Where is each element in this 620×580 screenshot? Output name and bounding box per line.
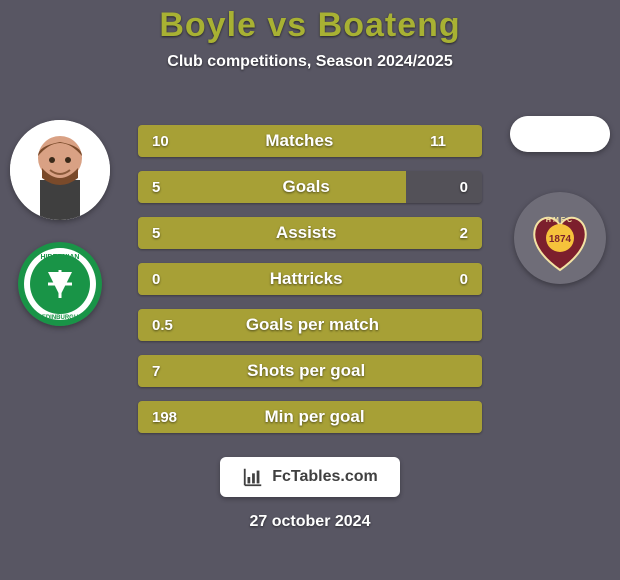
stat-left-value: 5 <box>152 179 160 196</box>
svg-text:HMFC: HMFC <box>546 217 574 224</box>
stat-label: Assists <box>276 223 336 243</box>
stat-label: Hattricks <box>270 269 343 289</box>
stat-bar: 0.5 Goals per match <box>138 309 482 341</box>
stat-bar: 0 Hattricks 0 <box>138 263 482 295</box>
stat-bar: 10 Matches 11 <box>138 125 482 157</box>
stat-left-value: 0 <box>152 271 160 288</box>
heart-crest-icon: 1874 HMFC <box>514 192 606 284</box>
svg-text:EDINBURGH: EDINBURGH <box>42 315 78 321</box>
stat-bar: 5 Goals 0 <box>138 171 482 203</box>
left-column: HIBERNIAN EDINBURGH <box>10 120 110 326</box>
stat-bar: 198 Min per goal <box>138 401 482 433</box>
stat-label: Matches <box>265 131 333 151</box>
stat-bar: 5 Assists 2 <box>138 217 482 249</box>
stat-label: Goals per match <box>246 315 379 335</box>
stat-left-value: 5 <box>152 225 160 242</box>
stat-label: Goals <box>283 177 330 197</box>
stat-right-value: 0 <box>452 179 468 196</box>
stat-label: Min per goal <box>264 407 364 427</box>
right-column: 1874 HMFC <box>510 116 610 326</box>
svg-text:HIBERNIAN: HIBERNIAN <box>41 254 80 261</box>
player-avatar-right <box>510 116 610 152</box>
shield-icon: HIBERNIAN EDINBURGH <box>18 242 102 326</box>
bar-text: 5 Assists 2 <box>138 217 482 249</box>
silhouette-icon <box>510 116 610 152</box>
bar-text: 198 Min per goal <box>138 401 482 433</box>
club-crest-right: 1874 HMFC <box>514 192 606 284</box>
bar-chart-icon <box>242 466 264 488</box>
stat-right-value: 11 <box>430 133 446 150</box>
stat-right-value: 2 <box>452 225 468 242</box>
page-subtitle: Club competitions, Season 2024/2025 <box>0 53 620 71</box>
bar-text: 5 Goals 0 <box>138 171 482 203</box>
stat-left-value: 7 <box>152 363 160 380</box>
comparison-card: Boyle vs Boateng Club competitions, Seas… <box>0 0 620 580</box>
stat-left-value: 0.5 <box>152 317 173 334</box>
stat-right-value: 0 <box>452 271 468 288</box>
player-avatar-left <box>10 120 110 220</box>
stat-left-value: 10 <box>152 133 169 150</box>
bar-text: 7 Shots per goal <box>138 355 482 387</box>
date-line: 27 october 2024 <box>0 513 620 531</box>
svg-text:1874: 1874 <box>549 234 572 245</box>
stat-left-value: 198 <box>152 409 177 426</box>
stat-label: Shots per goal <box>247 361 365 381</box>
brand-badge: FcTables.com <box>220 457 400 497</box>
page-title: Boyle vs Boateng <box>0 0 620 45</box>
bar-text: 0 Hattricks 0 <box>138 263 482 295</box>
club-crest-left: HIBERNIAN EDINBURGH <box>18 242 102 326</box>
person-icon <box>10 120 110 220</box>
stats-bars: 10 Matches 11 5 Goals 0 5 Assists 2 0 Hattricks 0 0.… <box>138 125 482 433</box>
stat-bar: 7 Shots per goal <box>138 355 482 387</box>
bar-text: 10 Matches 11 <box>138 125 482 157</box>
bar-text: 0.5 Goals per match <box>138 309 482 341</box>
brand-label: FcTables.com <box>272 468 378 486</box>
